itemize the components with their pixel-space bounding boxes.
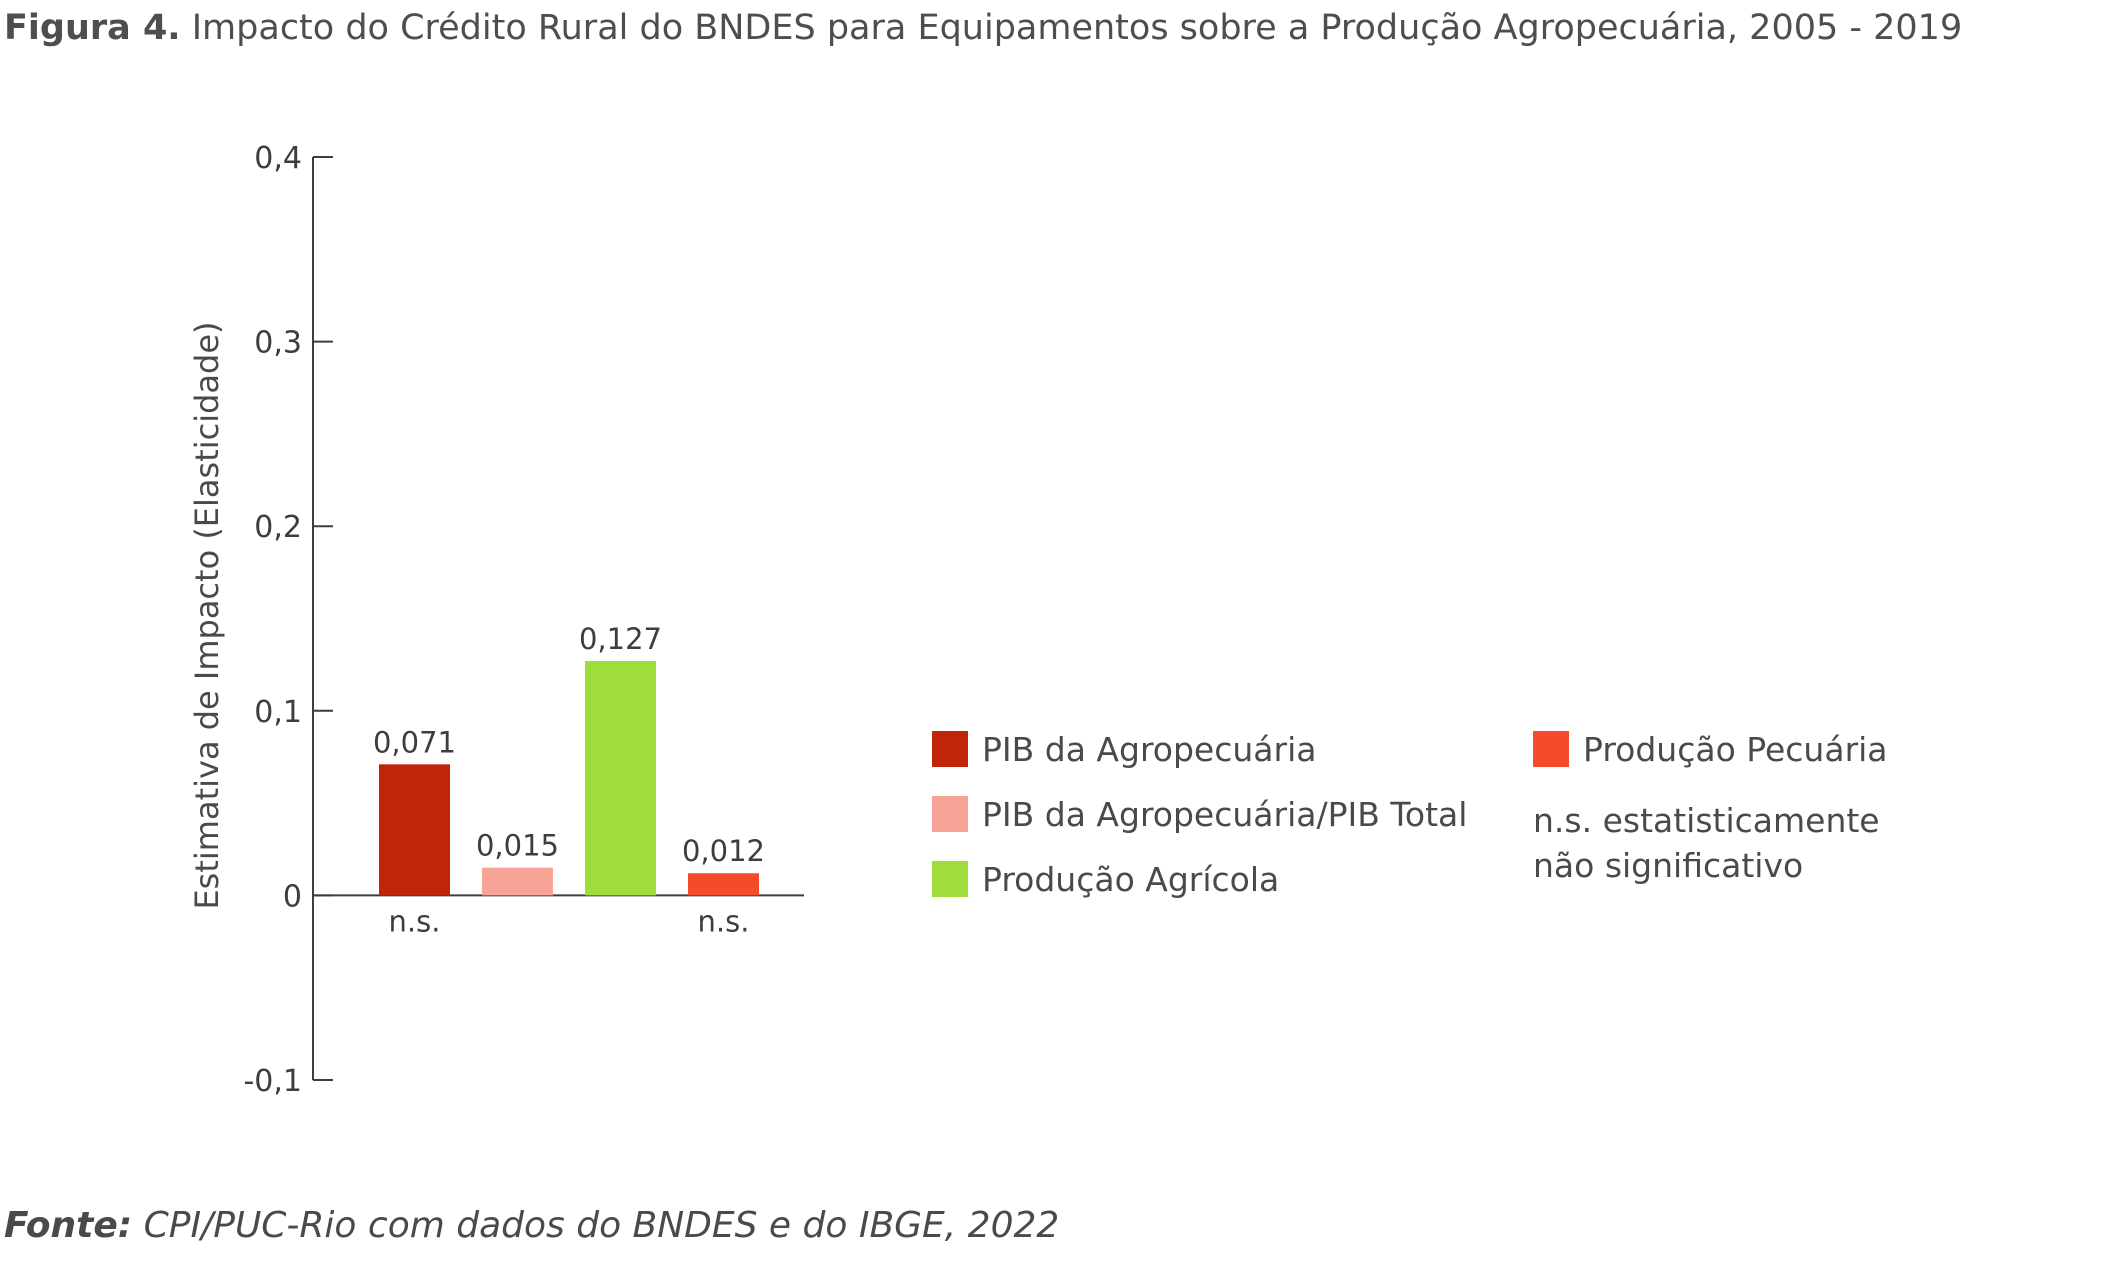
legend: PIB da Agropecuária PIB da Agropecuária/P… [932,730,1888,899]
title-text: Impacto do Crédito Rural do BNDES para E… [191,8,1963,48]
bar-value-label: 0,071 [373,725,456,759]
y-tick-label: 0,3 [254,326,302,361]
y-tick-label: -0,1 [243,1064,302,1099]
y-tick-label: 0 [283,879,302,914]
legend-swatch [932,731,968,767]
bar-value-label: 0,127 [579,622,662,656]
ns-label: n.s. [698,904,750,938]
figure-label: Figura 4. [4,8,181,48]
legend-label: PIB da Agropecuária [982,730,1316,769]
y-tick-label: 0,4 [254,141,302,176]
legend-swatch [932,861,968,897]
source-text: CPI/PUC-Rio com dados do BNDES e do IBGE… [143,1205,1060,1246]
legend-label: Produção Pecuária [1583,730,1888,769]
y-tick-label: 0,1 [254,695,302,730]
legend-label: Produção Agrícola [982,860,1279,899]
y-tick-label: 0,2 [254,510,302,545]
bar-value-label: 0,015 [476,829,559,863]
y-axis: -0,1 0 0,1 0,2 0,3 0,4 [243,141,333,1099]
bars: 0,071 n.s. 0,015 0,127 0,012 n.s. [373,622,765,938]
legend-label: PIB da Agropecuária/PIB Total [982,795,1467,834]
source-note: Fonte: CPI/PUC-Rio com dados do BNDES e … [4,1205,1059,1246]
legend-note: n.s. estatisticamente [1533,801,1880,840]
bar [688,873,759,896]
legend-note: não significativo [1533,846,1803,885]
y-axis-title: Estimativa de Impacto (Elasticidade) [188,321,226,909]
ns-label: n.s. [389,904,441,938]
bar [482,867,553,896]
bar [379,764,450,896]
legend-swatch [1533,731,1569,767]
source-label: Fonte: [4,1205,133,1246]
chart-title: Figura 4. Impacto do Crédito Rural do BN… [4,0,2099,56]
legend-swatch [932,796,968,832]
bar-value-label: 0,012 [682,834,765,868]
bar [585,660,656,896]
